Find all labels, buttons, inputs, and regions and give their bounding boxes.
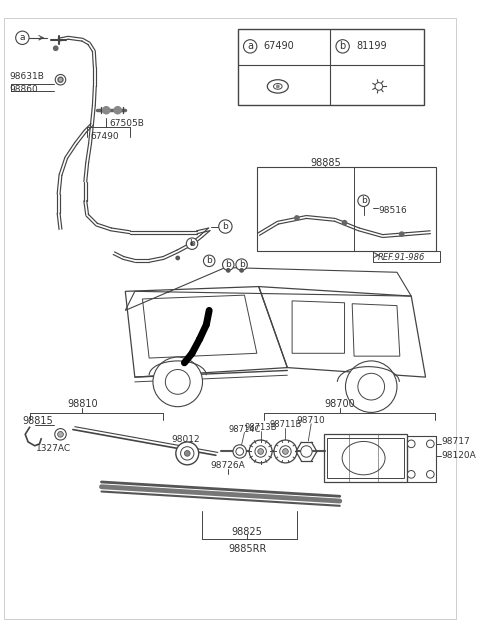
Text: 1327AC: 1327AC xyxy=(36,444,72,453)
Text: b: b xyxy=(339,41,346,52)
Circle shape xyxy=(342,220,348,225)
Text: 98885: 98885 xyxy=(310,157,341,168)
Circle shape xyxy=(53,45,59,51)
Text: a: a xyxy=(247,41,253,52)
Circle shape xyxy=(180,447,194,460)
Text: b: b xyxy=(189,239,195,248)
Circle shape xyxy=(243,39,257,53)
Circle shape xyxy=(57,76,64,83)
Text: 67490: 67490 xyxy=(264,41,294,52)
Text: REF.91-986: REF.91-986 xyxy=(378,254,425,262)
Circle shape xyxy=(280,446,291,457)
Circle shape xyxy=(294,215,300,221)
Circle shape xyxy=(258,448,264,454)
Circle shape xyxy=(233,445,246,458)
Circle shape xyxy=(55,429,66,440)
Circle shape xyxy=(249,440,272,463)
Text: 81199: 81199 xyxy=(356,41,386,52)
Circle shape xyxy=(102,106,110,115)
Text: 67490: 67490 xyxy=(90,132,119,141)
Text: 98726A: 98726A xyxy=(211,461,246,470)
Circle shape xyxy=(236,448,243,455)
Circle shape xyxy=(16,31,29,45)
Circle shape xyxy=(276,85,280,89)
Bar xyxy=(257,168,436,252)
Circle shape xyxy=(58,431,63,437)
Text: a: a xyxy=(20,33,25,42)
Bar xyxy=(238,29,424,106)
Circle shape xyxy=(186,238,198,250)
Text: b: b xyxy=(226,260,231,269)
Text: 98700: 98700 xyxy=(324,399,355,409)
Text: 98717: 98717 xyxy=(442,438,470,447)
Circle shape xyxy=(55,75,66,85)
Circle shape xyxy=(226,268,230,273)
Circle shape xyxy=(358,195,369,206)
Text: 98631B: 98631B xyxy=(9,73,44,82)
Circle shape xyxy=(255,446,266,457)
Circle shape xyxy=(184,450,190,456)
Circle shape xyxy=(283,448,288,454)
Bar xyxy=(327,438,404,478)
Text: 98711B: 98711B xyxy=(269,420,301,429)
Text: b: b xyxy=(223,222,228,231)
Circle shape xyxy=(176,442,199,465)
Text: 9885RR: 9885RR xyxy=(228,544,266,554)
Bar xyxy=(373,252,440,262)
Text: 98713B: 98713B xyxy=(244,423,277,432)
Text: b: b xyxy=(361,196,366,205)
Text: 67505B: 67505B xyxy=(109,119,144,128)
Text: b: b xyxy=(239,260,244,269)
Text: b: b xyxy=(206,256,212,266)
Circle shape xyxy=(175,255,180,261)
Circle shape xyxy=(219,220,232,233)
Circle shape xyxy=(399,231,405,237)
Circle shape xyxy=(274,440,297,463)
Text: 98516: 98516 xyxy=(378,206,407,215)
Circle shape xyxy=(375,83,383,90)
Circle shape xyxy=(408,471,415,478)
Text: 98810: 98810 xyxy=(67,399,98,409)
Circle shape xyxy=(190,242,194,246)
Circle shape xyxy=(58,77,63,82)
Text: 98825: 98825 xyxy=(232,527,263,536)
Text: 98710: 98710 xyxy=(297,417,325,426)
Circle shape xyxy=(300,446,312,457)
Circle shape xyxy=(427,471,434,478)
Circle shape xyxy=(358,373,384,400)
Circle shape xyxy=(239,268,244,273)
Circle shape xyxy=(346,361,397,412)
Circle shape xyxy=(236,259,247,270)
Text: 98815: 98815 xyxy=(23,416,53,426)
Circle shape xyxy=(113,106,122,115)
Circle shape xyxy=(427,440,434,448)
Text: 98012: 98012 xyxy=(171,434,200,443)
Circle shape xyxy=(204,255,215,266)
Text: 98860: 98860 xyxy=(9,85,38,94)
Bar xyxy=(324,434,408,482)
Circle shape xyxy=(408,440,415,448)
Circle shape xyxy=(165,369,190,394)
Circle shape xyxy=(153,357,203,406)
Circle shape xyxy=(336,39,349,53)
Text: 98120A: 98120A xyxy=(442,451,477,460)
Text: 98714C: 98714C xyxy=(228,425,261,434)
Circle shape xyxy=(223,259,234,270)
